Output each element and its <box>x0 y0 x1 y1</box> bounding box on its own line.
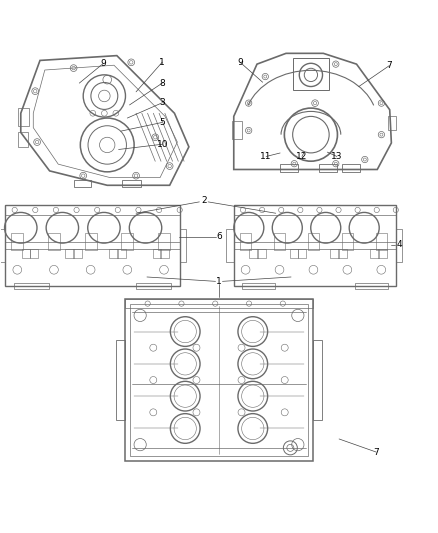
Bar <box>290 249 298 259</box>
Text: 7: 7 <box>373 448 379 457</box>
Text: 1: 1 <box>216 277 222 286</box>
Bar <box>136 284 171 289</box>
Bar <box>274 233 285 249</box>
Bar <box>396 229 403 262</box>
Bar <box>342 233 353 249</box>
Text: 7: 7 <box>386 61 392 70</box>
Bar <box>65 249 74 259</box>
Bar <box>234 205 396 215</box>
Bar <box>160 249 169 259</box>
Bar <box>180 229 186 262</box>
Bar <box>116 340 125 421</box>
Bar <box>240 233 251 249</box>
Bar <box>242 284 275 289</box>
Bar <box>74 180 91 187</box>
Text: 9: 9 <box>237 58 243 67</box>
Bar <box>122 180 141 187</box>
Bar <box>226 229 234 262</box>
Bar <box>29 249 38 259</box>
Bar <box>249 249 258 259</box>
Bar <box>330 249 339 259</box>
Text: 3: 3 <box>159 98 165 107</box>
Bar <box>338 249 346 259</box>
Text: 5: 5 <box>159 118 165 127</box>
Bar <box>371 249 379 259</box>
Bar <box>73 249 82 259</box>
Bar <box>48 233 60 249</box>
Text: 10: 10 <box>156 140 168 149</box>
Text: 11: 11 <box>261 152 272 161</box>
Text: 9: 9 <box>100 59 106 68</box>
Bar <box>121 233 134 249</box>
Bar <box>21 249 30 259</box>
Text: 8: 8 <box>159 79 165 87</box>
Bar <box>125 299 313 308</box>
Text: 12: 12 <box>296 152 307 161</box>
Bar <box>319 164 337 172</box>
Text: 13: 13 <box>331 152 343 161</box>
Bar <box>376 233 387 249</box>
Bar <box>11 233 23 249</box>
Bar <box>280 164 298 172</box>
Text: 4: 4 <box>396 240 402 249</box>
Text: 6: 6 <box>216 232 222 241</box>
Bar <box>257 249 266 259</box>
Bar <box>297 249 306 259</box>
Bar <box>0 229 5 262</box>
Bar <box>125 299 313 461</box>
Bar <box>85 233 97 249</box>
Bar <box>131 304 307 456</box>
Bar <box>388 116 396 131</box>
Bar <box>18 108 29 126</box>
Bar <box>18 133 28 147</box>
Text: 1: 1 <box>159 58 165 67</box>
Bar <box>232 120 242 139</box>
Bar <box>293 58 329 90</box>
Bar <box>313 340 322 421</box>
Bar <box>356 284 388 289</box>
Text: 2: 2 <box>201 196 207 205</box>
Bar <box>14 284 49 289</box>
Bar <box>152 249 161 259</box>
Bar <box>378 249 387 259</box>
Bar <box>342 164 360 172</box>
Bar <box>117 249 126 259</box>
Bar <box>5 205 180 286</box>
Bar <box>308 233 319 249</box>
Bar <box>5 205 180 215</box>
Bar <box>158 233 170 249</box>
Bar <box>234 205 396 286</box>
Bar <box>109 249 118 259</box>
